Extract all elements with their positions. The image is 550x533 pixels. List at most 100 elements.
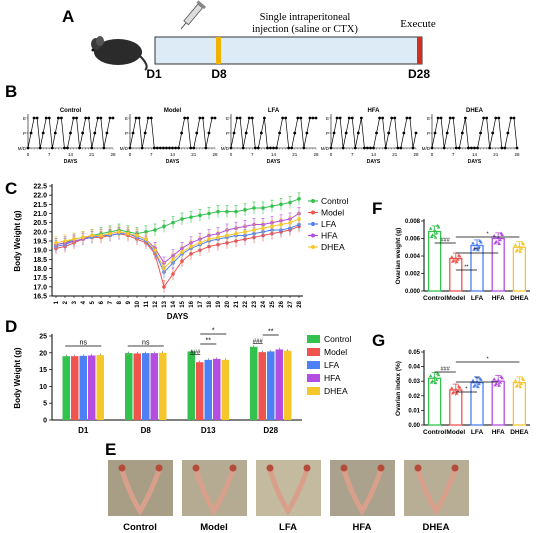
uterus-photo-dhea: DHEA <box>404 460 469 533</box>
series-lfa: LFA <box>54 218 336 279</box>
estrous-point <box>473 146 476 150</box>
annotation-ns: ns <box>80 340 88 347</box>
panel-letter-g: G <box>372 331 385 350</box>
ovarian-index-chart: 0.00 0.01 0.02 0.03 0.04 0.05 Ovarian index (%… <box>395 350 530 436</box>
bar-model <box>196 362 204 420</box>
panel-letter-c: C <box>5 179 17 198</box>
estrous-title: Control <box>60 108 82 114</box>
data-point-hfa <box>499 375 503 379</box>
data-point <box>216 235 220 240</box>
estrous-ytick: E <box>23 116 26 121</box>
panel-letter-f: F <box>372 199 382 218</box>
data-point <box>243 208 247 212</box>
y-tick-label: 22.5 <box>33 184 47 191</box>
x-tick-label: 12 <box>153 300 159 307</box>
data-point-control <box>432 375 437 379</box>
bar-dhea <box>159 352 167 420</box>
uterus-shape <box>119 467 162 516</box>
data-point <box>180 217 184 221</box>
series-model: Model <box>54 208 344 293</box>
estrous-point <box>482 116 486 120</box>
series-line <box>55 198 300 246</box>
legend-swatch-dot <box>311 245 315 249</box>
data-point-dhea <box>513 243 518 247</box>
estrous-xtick: 14 <box>371 152 377 157</box>
estrous-point <box>503 146 507 150</box>
estrous-xtick: 7 <box>351 152 354 157</box>
photo-label: HFA <box>353 522 372 533</box>
data-point <box>279 202 283 207</box>
estrous-point <box>253 146 257 150</box>
x-tick-label: 23 <box>252 300 258 307</box>
data-point-control <box>432 228 437 232</box>
x-tick-label: 3 <box>72 300 78 304</box>
y-tick-label: 0.04 <box>408 365 420 371</box>
estrous-point <box>338 116 342 120</box>
data-point-dhea <box>514 249 519 253</box>
estrous-point <box>108 116 112 120</box>
uterus-photos: Control Model LFA HFA DHEA <box>108 460 469 533</box>
data-point-lfa <box>471 241 475 245</box>
significance-label: ### <box>441 367 451 373</box>
data-point-hfa <box>497 241 501 245</box>
estrous-xtick: 7 <box>48 152 51 157</box>
estrous-xtick: 0 <box>27 152 30 157</box>
estrous-point <box>411 146 415 150</box>
y-tick-label: 0.01 <box>408 408 420 414</box>
estrous-point <box>198 116 202 120</box>
data-point <box>297 217 301 221</box>
estrous-point <box>485 116 489 120</box>
estrous-xtick: 7 <box>452 152 455 157</box>
panel-g: G 0.00 0.01 0.02 0.03 0.04 0.05 Ovarian index … <box>372 331 530 436</box>
data-point <box>207 237 211 241</box>
estrous-point <box>515 146 519 150</box>
estrous-point <box>350 116 354 120</box>
data-point-dhea <box>519 382 524 386</box>
estrous-point <box>174 146 177 150</box>
x-tick-label: Model <box>446 295 465 302</box>
data-point-lfa <box>472 247 476 251</box>
data-point-model <box>456 389 460 393</box>
estrous-point <box>290 146 294 150</box>
x-tick-label: 5 <box>90 300 96 304</box>
estrous-point <box>66 146 69 150</box>
x-tick-label: 15 <box>180 300 186 307</box>
ovary-left <box>118 464 126 472</box>
data-point <box>153 248 157 252</box>
estrous-point <box>50 146 54 150</box>
bar-dhea <box>221 359 229 420</box>
x-tick-label: 9 <box>126 300 132 304</box>
estrous-point <box>41 131 45 135</box>
estrous-point <box>269 146 272 150</box>
data-point-lfa <box>478 376 482 380</box>
estrous-point <box>293 131 297 135</box>
estrous-point <box>448 116 452 120</box>
x-tick-label: 4 <box>81 300 87 304</box>
data-point <box>243 230 247 234</box>
estrous-point <box>105 131 109 135</box>
x-tick-label: 8 <box>117 300 123 304</box>
estrous-xtick: 14 <box>271 152 277 157</box>
estrous-xtick: 7 <box>251 152 254 157</box>
estrous-xlabel: DAYS <box>267 159 281 165</box>
bar-hfa <box>491 237 505 292</box>
bar-control <box>250 346 258 420</box>
injection-label-2: injection (saline or CTX) <box>252 24 358 35</box>
estrous-point <box>229 146 233 150</box>
annotation-double-star: ** <box>268 329 274 336</box>
estrous-trace <box>129 117 215 149</box>
estrous-point <box>491 131 495 135</box>
x-tick-label: 24 <box>261 300 267 307</box>
series-line <box>55 218 300 270</box>
series-hfa: HFA <box>54 207 338 269</box>
estrous-point <box>375 131 378 135</box>
y-tick-label: 0.03 <box>408 379 420 385</box>
estrous-trace <box>230 117 316 149</box>
estrous-chart-dhea: DHEA E P M/D0 7 14 21 28 DAYS <box>422 108 520 165</box>
estrous-point <box>143 131 147 135</box>
ovary-right <box>377 464 385 472</box>
estrous-point <box>506 131 510 135</box>
legend-swatch-dot <box>311 210 315 215</box>
